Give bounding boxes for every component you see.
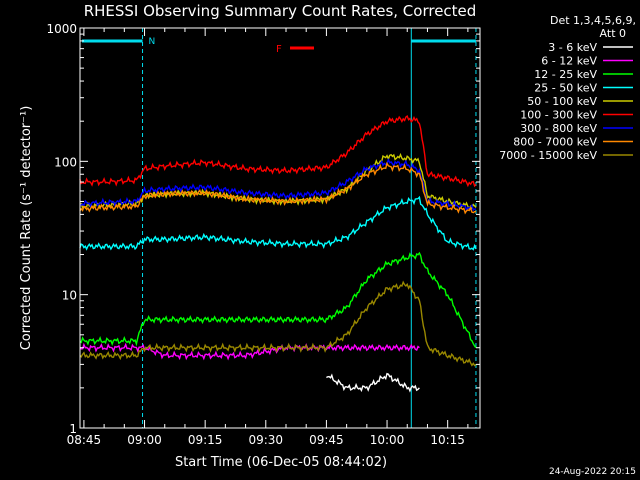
series-line-8-0 [79, 280, 477, 367]
chart-title: RHESSI Observing Summary Count Rates, Co… [84, 2, 477, 20]
axes-frame [79, 27, 481, 429]
generation-timestamp: 24-Aug-2022 20:15 [549, 467, 636, 477]
legend-label-4: 50 - 100 keV [527, 95, 597, 108]
series-line-2-0 [79, 251, 477, 349]
series-line-6-0 [79, 157, 477, 213]
series-line-5-0 [79, 114, 477, 188]
x-tick-label: 10:15 [430, 433, 465, 447]
legend-label-7: 800 - 7000 keV [513, 136, 597, 149]
x-tick-label: 08:45 [67, 433, 102, 447]
legend-label-8: 7000 - 15000 keV [499, 149, 597, 162]
x-tick-label: 09:45 [309, 433, 344, 447]
y-axis-label: Corrected Count Rate (s⁻¹ detector⁻¹) [19, 106, 34, 351]
night-flag-label: N [149, 37, 156, 47]
flare-flag-label: F [276, 44, 282, 55]
legend-header-detectors: Det 1,3,4,5,6,9, [550, 14, 636, 27]
x-tick-label: 10:00 [370, 433, 405, 447]
series-line-7-0 [79, 161, 477, 215]
series-line-4-0 [79, 152, 477, 210]
series-line-0-0 [326, 372, 420, 393]
legend-label-3: 25 - 50 keV [534, 82, 597, 95]
x-tick-label: 09:30 [248, 433, 283, 447]
plot-area: N F 1 10 100 1000 08:45 09:00 09:15 09:30 09:45 10:… [46, 22, 481, 447]
x-tick-label: 09:00 [127, 433, 162, 447]
legend-label-1: 6 - 12 keV [541, 55, 597, 68]
series-line-3-0 [79, 195, 477, 251]
x-tick-label: 09:15 [188, 433, 223, 447]
legend-label-0: 3 - 6 keV [548, 41, 597, 54]
x-axis-label: Start Time (06-Dec-05 08:44:02) [175, 455, 387, 470]
series-line-1-0 [79, 342, 420, 361]
legend-header-attenuator: Att 0 [600, 27, 626, 40]
y-tick-label: 1000 [46, 22, 77, 36]
legend-label-6: 300 - 800 keV [520, 122, 597, 135]
y-tick-label: 1 [69, 422, 77, 436]
legend-label-5: 100 - 300 keV [520, 109, 597, 122]
y-tick-label: 100 [54, 155, 77, 169]
y-tick-label: 10 [62, 289, 77, 303]
legend-label-2: 12 - 25 keV [534, 68, 597, 81]
